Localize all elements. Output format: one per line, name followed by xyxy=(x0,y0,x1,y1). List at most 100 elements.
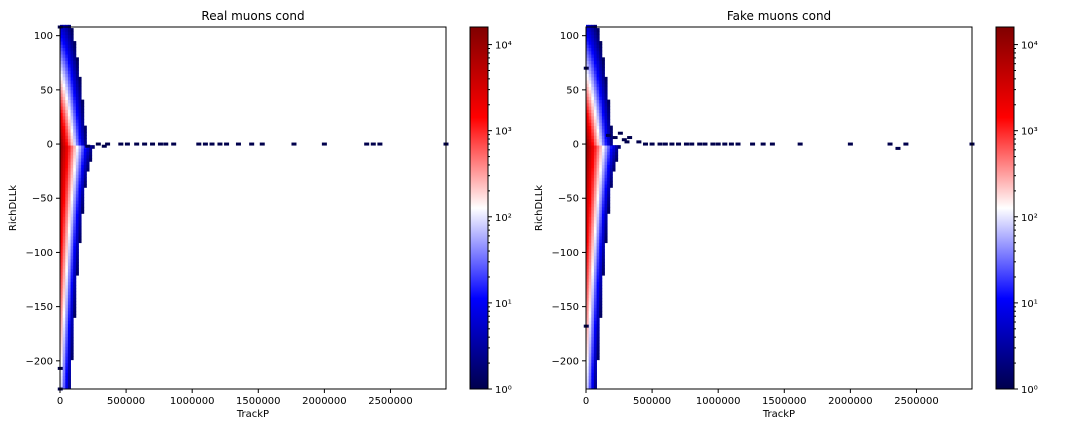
histogram-bin xyxy=(70,249,74,253)
histogram-bin xyxy=(73,60,77,65)
histogram-bin xyxy=(65,294,69,299)
histogram-bin xyxy=(67,47,71,52)
histogram-bin xyxy=(65,174,69,179)
histogram-bin xyxy=(586,236,590,240)
histogram-bin xyxy=(586,200,590,205)
histogram-bin xyxy=(591,330,595,335)
histogram-bin xyxy=(591,112,595,117)
histogram-bin xyxy=(89,158,93,162)
histogram-bin xyxy=(586,242,590,247)
histogram-bin xyxy=(83,128,87,133)
histogram-bin xyxy=(60,151,64,156)
sparse-bin xyxy=(662,142,668,146)
histogram-bin xyxy=(81,128,85,133)
histogram-bin xyxy=(593,99,597,104)
histogram-bin xyxy=(596,158,600,162)
histogram-bin xyxy=(599,67,603,71)
histogram-bin xyxy=(599,76,603,81)
histogram-bin xyxy=(67,109,71,114)
histogram-bin xyxy=(83,180,87,185)
histogram-bin xyxy=(60,346,64,351)
histogram-bin xyxy=(593,252,597,257)
histogram-bin xyxy=(599,151,603,156)
histogram-bin xyxy=(601,262,605,266)
histogram-bin xyxy=(591,164,595,169)
histogram-bin xyxy=(591,372,595,377)
histogram-bin xyxy=(591,89,595,94)
histogram-bin xyxy=(70,47,74,52)
histogram-bin xyxy=(586,301,590,305)
histogram-bin xyxy=(599,60,603,65)
histogram-bin xyxy=(70,327,74,331)
histogram-bin xyxy=(67,210,71,214)
histogram-bin xyxy=(591,369,595,374)
histogram-bin xyxy=(81,203,85,208)
histogram-bin xyxy=(60,343,64,348)
histogram-bin xyxy=(60,138,64,143)
histogram-bin xyxy=(83,164,87,169)
histogram-bin xyxy=(596,320,600,325)
histogram-bin xyxy=(607,106,611,110)
histogram-bin xyxy=(593,70,597,75)
histogram-bin xyxy=(586,174,590,179)
histogram-bin xyxy=(599,102,603,107)
histogram-bin xyxy=(586,382,590,387)
histogram-bin xyxy=(78,86,82,91)
histogram-bin xyxy=(60,314,64,318)
histogram-bin xyxy=(591,171,595,175)
histogram-bin xyxy=(70,213,74,218)
histogram-bin xyxy=(83,138,87,143)
histogram-bin xyxy=(65,76,69,81)
histogram-bin xyxy=(75,197,79,201)
histogram-bin xyxy=(591,317,595,322)
histogram-bin xyxy=(607,145,611,149)
histogram-bin xyxy=(593,128,597,133)
histogram-bin xyxy=(62,145,66,149)
histogram-bin xyxy=(586,54,590,58)
histogram-bin xyxy=(60,255,64,260)
histogram-bin xyxy=(78,148,82,153)
histogram-bin xyxy=(617,145,621,149)
histogram-bin xyxy=(586,333,590,338)
histogram-bin xyxy=(73,301,77,305)
histogram-bin xyxy=(588,83,592,88)
histogram-bin xyxy=(593,239,597,244)
histogram-bin xyxy=(75,57,79,61)
histogram-bin xyxy=(596,236,600,240)
histogram-bin xyxy=(591,99,595,104)
histogram-bin xyxy=(591,359,595,364)
histogram-bin xyxy=(591,262,595,266)
histogram-bin xyxy=(591,343,595,348)
histogram-bin xyxy=(591,206,595,211)
histogram-bin xyxy=(596,141,600,146)
histogram-bin xyxy=(60,93,64,97)
histogram-bin xyxy=(60,44,64,48)
histogram-bin xyxy=(62,369,66,374)
histogram-bin xyxy=(586,359,590,364)
y-tick-label: 50 xyxy=(566,85,579,96)
histogram-bin xyxy=(596,63,600,68)
histogram-bin xyxy=(604,96,608,101)
histogram-bin xyxy=(596,132,600,136)
histogram-bin xyxy=(593,154,597,159)
histogram-bin xyxy=(65,187,69,192)
histogram-bin xyxy=(599,70,603,75)
histogram-bin xyxy=(62,382,66,387)
histogram-bin xyxy=(70,314,74,318)
histogram-bin xyxy=(73,122,77,127)
histogram-bin xyxy=(586,80,590,84)
histogram-bin xyxy=(593,284,597,289)
histogram-bin xyxy=(62,141,66,146)
histogram-bin xyxy=(67,164,71,169)
histogram-bin xyxy=(596,57,600,61)
histogram-bin xyxy=(70,320,74,325)
histogram-bin xyxy=(67,145,71,149)
histogram-bin xyxy=(65,336,69,341)
plot-background xyxy=(586,27,972,389)
histogram-bin xyxy=(601,210,605,214)
histogram-bin xyxy=(62,171,66,175)
histogram-bin xyxy=(62,379,66,383)
histogram-bin xyxy=(60,135,64,140)
histogram-bin xyxy=(67,369,71,374)
histogram-bin xyxy=(599,138,603,143)
